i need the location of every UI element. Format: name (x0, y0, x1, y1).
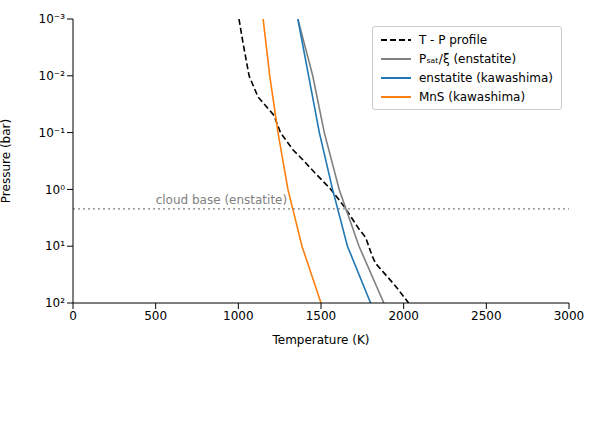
html-text:Pₛₐₜ/ξ (enstatite): Pₛₐₜ/ξ (enstatite) (418, 51, 517, 66)
svg-text:0: 0 (69, 309, 77, 323)
svg-text:2500: 2500 (471, 309, 502, 323)
svg-text:10⁻³: 10⁻³ (39, 12, 66, 26)
html-text:T - P profile: T - P profile (418, 32, 488, 47)
svg-text:10⁻²: 10⁻² (39, 69, 66, 83)
svg-text:Pressure (bar): Pressure (bar) (8, 119, 13, 203)
svg-text:cloud base (enstatite): cloud base (enstatite) (156, 193, 288, 207)
svg-text:2000: 2000 (388, 309, 419, 323)
svg-text:1000: 1000 (223, 309, 254, 323)
html-text:MnS (kawashima): MnS (kawashima) (418, 89, 526, 104)
svg-text:10⁻¹: 10⁻¹ (39, 126, 66, 140)
svg-text:10²: 10² (45, 296, 65, 310)
svg-text:1500: 1500 (306, 309, 337, 323)
svg-text:Temperature (K): Temperature (K) (271, 333, 369, 347)
html-text:enstatite (kawashima): enstatite (kawashima) (418, 70, 553, 85)
svg-text:3000: 3000 (554, 309, 585, 323)
svg-text:10¹: 10¹ (45, 239, 65, 253)
svg-text:500: 500 (144, 309, 167, 323)
svg-text:10⁰: 10⁰ (45, 183, 65, 197)
